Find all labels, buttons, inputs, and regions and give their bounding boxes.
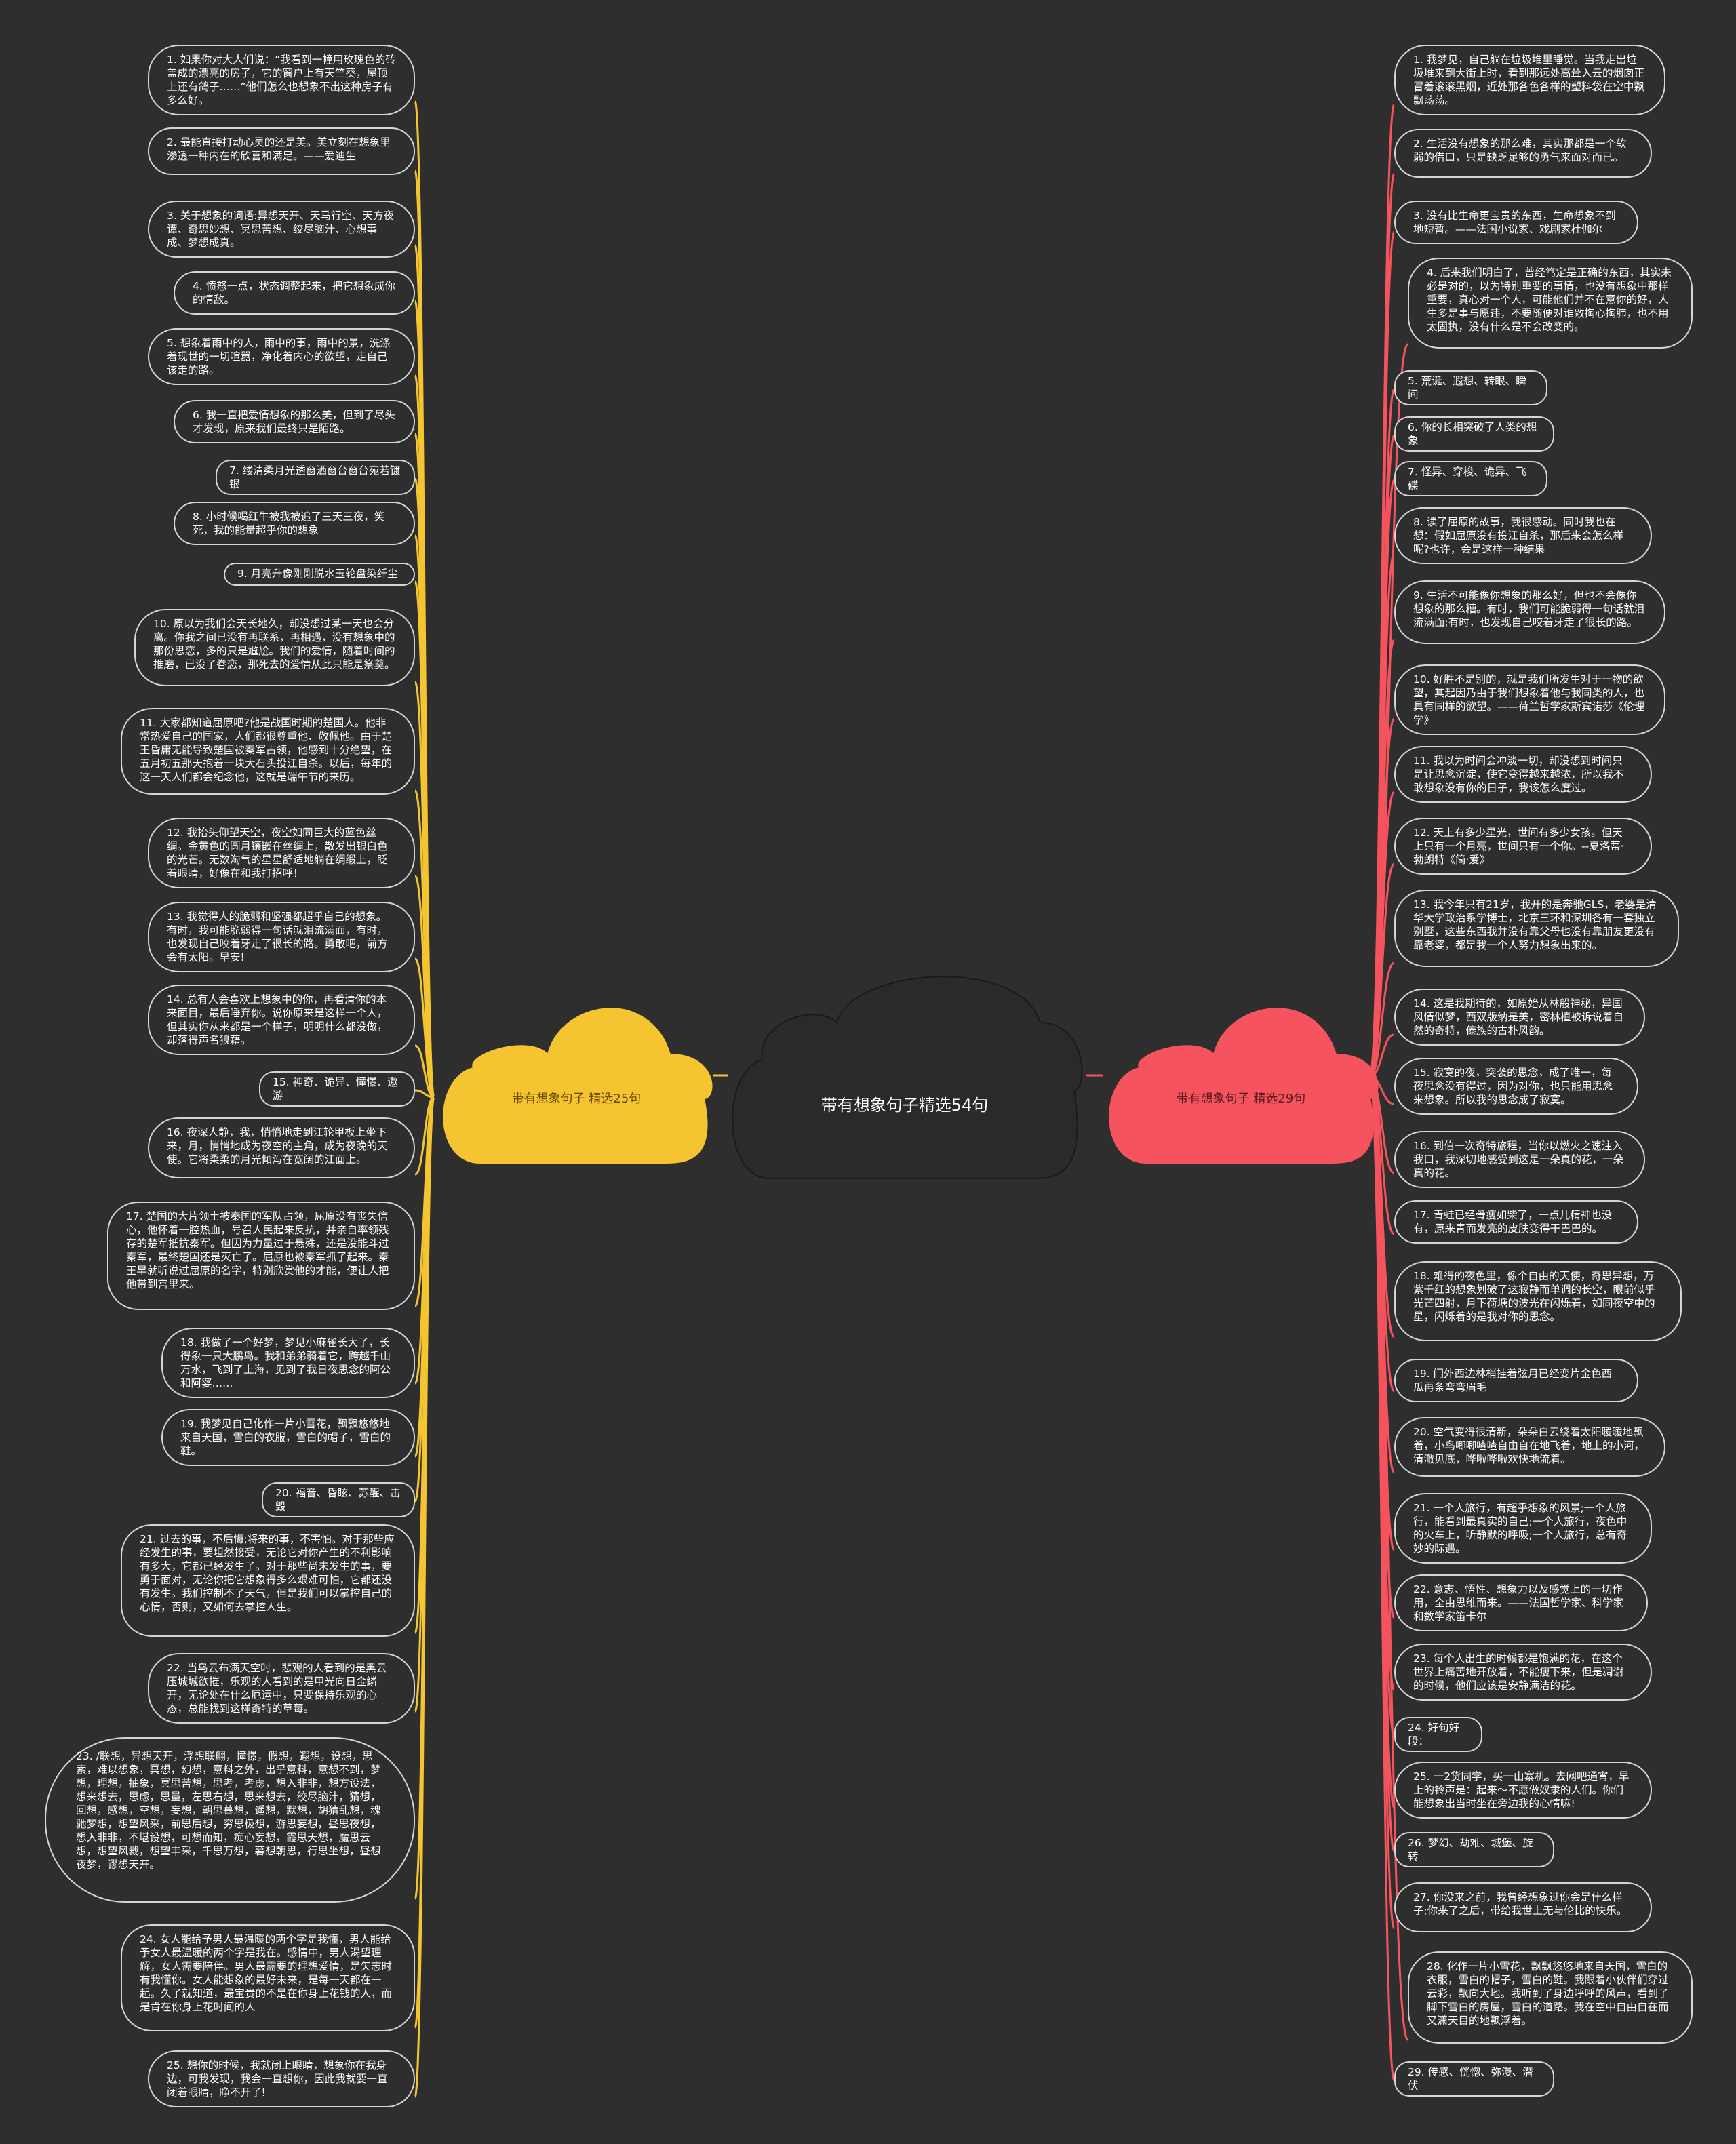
left-node-20[interactable]: 20. 福音、昏眩、苏醒、击毁 [262, 1482, 415, 1517]
left-node-3[interactable]: 3. 关于想象的词语:异想天开、天马行空、天方夜谭、奇思妙想、冥思苦想、绞尽脑汁… [148, 201, 415, 258]
left-connector-15 [414, 1089, 435, 1098]
right-node-19[interactable]: 19. 门外西边林梢挂着弦月已经变片金色西瓜再条弯弯眉毛 [1394, 1359, 1638, 1402]
left-node-11[interactable]: 11. 大家都知道屈原吧?他是战国时期的楚国人。他非常热爱自己的国家，人们都很尊… [121, 708, 415, 795]
left-node-7[interactable]: 7. 缕清柔月光透窗洒窗台窗台宛若镀银 [216, 460, 415, 495]
right-node-17[interactable]: 17. 青蛙已经骨瘦如柴了，一点儿精神也没有，原来青而发亮的皮肤变得干巴巴的。 [1394, 1200, 1638, 1244]
right-node-25[interactable]: 25. 一2货同学，买一山寨机。去网吧通宵，早上的铃声是：起来～不愿做奴隶的人们… [1394, 1762, 1652, 1819]
right-branch-label[interactable]: 带有想象句子 精选29句 [1176, 1092, 1306, 1106]
left-node-2[interactable]: 2. 最能直接打动心灵的还是美。美立刻在想象里渗透一种内在的欣喜和满足。——爱迪… [148, 127, 415, 175]
left-node-15[interactable]: 15. 神奇、诡异、憧憬、遨游 [259, 1071, 415, 1107]
left-node-21[interactable]: 21. 过去的事，不后悔;将来的事，不害怕。对于那些应经发生的事，要坦然接受，无… [121, 1524, 415, 1637]
right-node-18[interactable]: 18. 难得的夜色里，像个自由的天使，奇思异想，万紫千红的想象划破了这寂静而单调… [1394, 1261, 1682, 1341]
left-node-4[interactable]: 4. 愤怒一点，状态调整起来，把它想象成你的情敌。 [174, 271, 415, 315]
right-node-6[interactable]: 6. 你的长相突破了人类的想象 [1394, 416, 1554, 452]
right-node-1[interactable]: 1. 我梦见，自己躺在垃圾堆里睡觉。当我走出垃圾堆来到大街上时，看到那远处高耸入… [1394, 45, 1665, 115]
right-node-13[interactable]: 13. 我今年只有21岁，我开的是奔驰GLS，老婆是清华大学政治系学博士，北京三… [1394, 890, 1679, 967]
left-connector-13 [414, 957, 435, 1098]
left-node-23[interactable]: 23. /联想，异想天开，浮想联翩，憧憬，假想，遐想，设想，思索，难以想象，冥想… [45, 1737, 415, 1903]
right-node-3[interactable]: 3. 没有比生命更宝贵的东西，生命想象不到地短暂。——法国小说家、戏剧家杜伽尔 [1394, 201, 1638, 244]
right-node-8[interactable]: 8. 读了屈原的故事，我很感动。同时我也在想：假如屈原没有投江自杀，那后来会怎么… [1394, 507, 1652, 564]
right-node-15[interactable]: 15. 寂寞的夜，突袭的思念，成了唯一，每夜思念没有得过，因为对你，也只能用思念… [1394, 1058, 1638, 1115]
right-node-11[interactable]: 11. 我以为时间会冲淡一切，却没想到时间只是让思念沉淀，使它变得越来越浓，所以… [1394, 746, 1652, 803]
right-node-14[interactable]: 14. 这是我期待的，如原始从林般神秘，异国风情似梦，西双版纳是美，密林植被诉说… [1394, 989, 1645, 1046]
right-connector-28 [1368, 1075, 1409, 2041]
right-node-12[interactable]: 12. 天上有多少星光，世间有多少女孩。但天上只有一个月亮，世间只有一个你。--… [1394, 818, 1652, 875]
left-node-18[interactable]: 18. 我做了一个好梦，梦见小麻雀长大了，长得象一只大鹏鸟。我和弟弟骑着它，跨越… [161, 1328, 415, 1398]
right-node-10[interactable]: 10. 好胜不是别的，就是我们所发生对于一物的欲望，其起因乃由于我们想象着他与我… [1394, 664, 1665, 735]
right-connector-29 [1368, 1075, 1396, 2082]
center-topic-label[interactable]: 带有想象句子精选54句 [821, 1096, 989, 1115]
left-node-6[interactable]: 6. 我一直把爱情想象的那么美，但到了尽头才发现，原来我们最终只是陌路。 [174, 400, 415, 443]
right-node-7[interactable]: 7. 怪异、穿梭、诡异、飞碟 [1394, 461, 1547, 496]
right-node-27[interactable]: 27. 你没来之前，我曾经想象过你会是什么样子;你来了之后，带给我世上无与伦比的… [1394, 1882, 1652, 1932]
left-node-8[interactable]: 8. 小时候喝红牛被我被追了三天三夜，笑死，我的能量超乎你的想象 [174, 502, 415, 545]
right-node-28[interactable]: 28. 化作一片小雪花，飘飘悠悠地来自天国，雪白的衣服，雪白的帽子，雪白的鞋。我… [1408, 1951, 1693, 2044]
right-node-5[interactable]: 5. 荒诞、遐想、转眼、瞬间 [1394, 370, 1547, 405]
left-node-14[interactable]: 14. 总有人会喜欢上想象中的你，再看清你的本来面目，最后唾弃你。说你原来是这样… [148, 985, 415, 1055]
right-node-21[interactable]: 21. 一个人旅行，有超乎想象的风景;一个人旅行，能看到最真实的自己;一个人旅行… [1394, 1493, 1652, 1564]
right-node-20[interactable]: 20. 空气变得很清新，朵朵白云绕着太阳暖暖地飘着，小鸟唧唧喳喳自由自在地飞着，… [1394, 1417, 1665, 1477]
left-connector-25 [414, 1096, 435, 2098]
left-node-10[interactable]: 10. 原以为我们会天长地久，却没想过某一天也会分离。你我之间已没有再联系，再相… [134, 609, 415, 686]
left-connector-14 [414, 1044, 435, 1098]
left-node-22[interactable]: 22. 当乌云布满天空时，悲观的人看到的是黑云压城城欲摧，乐观的人看到的是甲光向… [148, 1653, 415, 1724]
left-node-1[interactable]: 1. 如果你对大人们说：“我看到一幢用玫瑰色的砖盖成的漂亮的房子，它的窗户上有天… [148, 45, 415, 115]
left-node-9[interactable]: 9. 月亮升像刚刚脱水玉轮盘染纤尘 [224, 563, 415, 586]
right-node-29[interactable]: 29. 传感、恍惚、弥漫、潜伏 [1394, 2061, 1554, 2097]
right-branch-cloud[interactable] [1109, 1008, 1379, 1164]
left-node-12[interactable]: 12. 我抬头仰望天空，夜空如同巨大的蓝色丝绸。金黄色的圆月镶嵌在丝绸上，散发出… [148, 818, 415, 888]
right-node-22[interactable]: 22. 意志、悟性、想象力以及感觉上的一切作用，全由思维而来。——法国哲学家、科… [1394, 1574, 1648, 1631]
left-node-24[interactable]: 24. 女人能给予男人最温暖的两个字是我懂，男人能给予女人最温暖的两个字是我在。… [121, 1924, 415, 2031]
right-connector-12 [1368, 862, 1396, 1078]
left-node-13[interactable]: 13. 我觉得人的脆弱和坚强都超乎自己的想象。有时，我可能脆弱得一句话就泪流满面… [148, 902, 415, 972]
right-node-9[interactable]: 9. 生活不可能像你想象的那么好，但也不会像你想象的那么糟。有时，我们可能脆弱得… [1394, 580, 1665, 644]
center-topic-cloud[interactable] [732, 976, 1083, 1179]
right-node-16[interactable]: 16. 到伯一次奇特旅程，当你以燃火之速注入我口，我深切地感受到这是一朵真的花，… [1394, 1131, 1645, 1188]
right-node-4[interactable]: 4. 后来我们明白了，曾经笃定是正确的东西，其实未必是对的，以为特别重要的事情，… [1408, 258, 1693, 349]
left-branch-cloud[interactable] [443, 1008, 713, 1164]
left-node-17[interactable]: 17. 楚国的大片领土被秦国的军队占领，屈原没有丧失信心，他怀着一腔热血，号召人… [107, 1202, 415, 1310]
left-node-19[interactable]: 19. 我梦见自己化作一片小雪花，飘飘悠悠地来自天国，雪白的衣服，雪白的帽子，雪… [161, 1409, 415, 1466]
left-branch-label[interactable]: 带有想象句子 精选25句 [511, 1092, 642, 1106]
left-node-16[interactable]: 16. 夜深人静，我，悄悄地走到江轮甲板上坐下来，月，悄悄地成为夜空的主角，成为… [148, 1117, 415, 1178]
right-node-2[interactable]: 2. 生活没有想象的那么难，其实那都是一个软弱的借口，只是缺乏足够的勇气来面对而… [1394, 129, 1652, 178]
right-node-24[interactable]: 24. 好句好段： [1394, 1717, 1482, 1752]
left-node-5[interactable]: 5. 想象着雨中的人，雨中的事，雨中的景，洗涤着现世的一切喧嚣，净化着内心的欲望… [148, 328, 415, 385]
right-node-26[interactable]: 26. 梦幻、劫难、城堡、旋转 [1394, 1832, 1554, 1867]
right-node-23[interactable]: 23. 每个人出生的时候都是饱满的花，在这个世界上痛苦地开放着，不能瘦下来，但是… [1394, 1644, 1652, 1701]
left-node-25[interactable]: 25. 想你的时候，我就闭上眼睛，想象你在我身边，可我发现，我会一直想你，因此我… [148, 2050, 415, 2107]
